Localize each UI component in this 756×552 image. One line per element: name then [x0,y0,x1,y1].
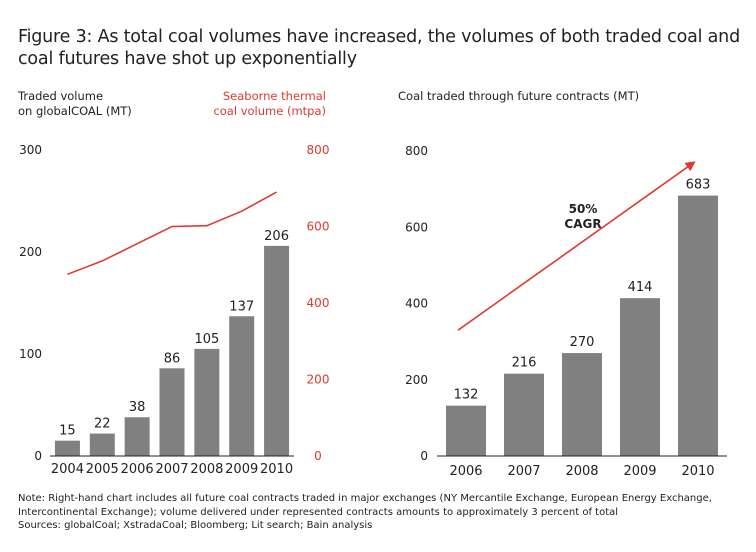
bar-value-label: 22 [94,417,111,432]
x-tick-label: 2008 [565,464,598,479]
left-axis-label-line1: Traded volume [18,89,104,103]
bar [678,195,718,456]
bar-value-label: 15 [59,424,76,439]
bar [229,316,255,456]
bar-value-label: 414 [628,280,653,295]
right-y-tick: 800 [307,143,330,157]
bar [194,348,220,456]
y-tick: 800 [405,144,428,158]
left-y-tick: 300 [19,143,42,157]
y-tick: 400 [405,297,428,311]
futures-chart: 0 200 400 600 800 132 2006 216 2007 270 2008 414 200… [405,144,727,479]
cagr-trend-arrow [457,161,696,331]
left-y-tick: 100 [19,347,42,361]
bar-value-label: 132 [454,388,479,403]
bar-value-label: 216 [512,356,537,371]
bar [159,368,185,456]
figure-title: Figure 3: As total coal volumes have inc… [18,27,740,69]
bar [54,440,80,456]
x-tick-label: 2008 [190,462,223,477]
bar-value-label: 105 [194,332,219,347]
right-y-tick: 0 [314,449,322,463]
right-y-tick: 200 [307,373,330,387]
note-line2: Intercontinental Exchange); volume deliv… [18,506,619,518]
y-tick: 0 [420,449,428,463]
bar-value-label: 683 [686,178,711,193]
bar [620,298,660,456]
right-axis-label: Seaborne thermal coal volume (mtpa) [180,89,326,119]
bar-value-label: 38 [129,400,146,415]
x-tick-label: 2010 [260,462,293,477]
left-axis-label: Traded volume on globalCOAL (MT) [18,89,132,119]
left-y-tick: 0 [34,449,42,463]
bar-value-label: 86 [164,351,181,366]
x-tick-label: 2006 [121,462,154,477]
traded-volume-chart: 0 100 200 300 0 200 400 600 800 15 2004 22 2005 38 200… [19,143,329,477]
bar [562,353,602,456]
bar-value-label: 137 [229,299,254,314]
x-tick-label: 2007 [507,464,540,479]
right-y-tick: 400 [307,296,330,310]
bar-value-label: 206 [264,229,289,244]
bar [504,373,544,456]
futures-axis-label: Coal traded through future contracts (MT… [398,89,640,103]
x-tick-label: 2006 [449,464,482,479]
left-axis-label-line2: on globalCOAL (MT) [18,104,132,118]
bar [264,245,290,456]
note-line1: Note: Right-hand chart includes all futu… [18,493,712,504]
x-tick-label: 2004 [51,462,84,477]
footnotes: Note: Right-hand chart includes all futu… [18,492,748,533]
left-y-tick: 200 [19,245,42,259]
right-y-tick: 600 [307,220,330,234]
right-axis-label-line2: coal volume (mtpa) [213,104,326,118]
x-tick-label: 2009 [225,462,258,477]
y-tick: 600 [405,220,428,234]
x-tick-label: 2005 [86,462,119,477]
x-tick-label: 2009 [623,464,656,479]
cagr-annotation-line2: CAGR [564,217,601,231]
bar-value-label: 270 [570,335,595,350]
cagr-annotation-line1: 50% [569,202,598,216]
bar [124,417,150,456]
bar [446,405,486,456]
right-axis-label-line1: Seaborne thermal [222,89,326,103]
x-tick-label: 2010 [681,464,714,479]
bar [89,433,115,456]
sources-line: Sources: globalCoal; XstradaCoal; Bloomb… [18,520,373,531]
x-tick-label: 2007 [155,462,188,477]
y-tick: 200 [405,373,428,387]
seaborne-volume-line [67,191,277,276]
